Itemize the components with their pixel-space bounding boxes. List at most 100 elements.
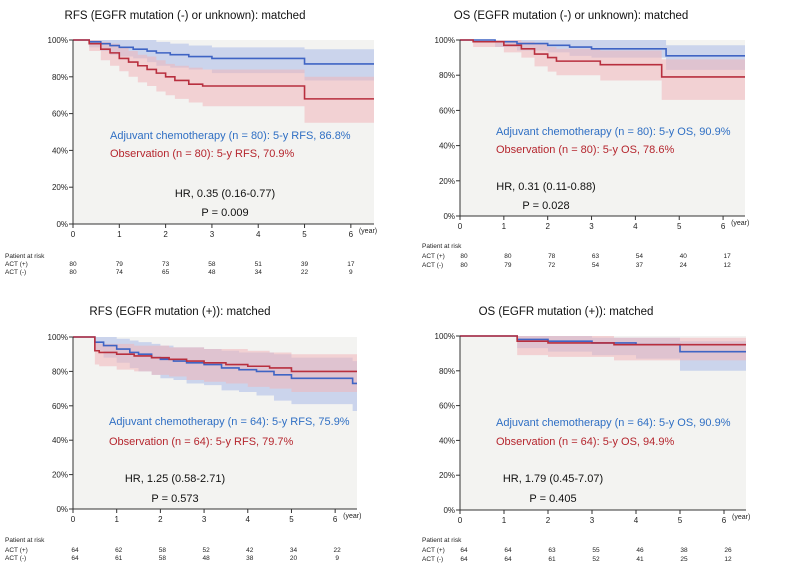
legend-adjuvant: Adjuvant chemotherapy (n = 64): 5-y OS, … — [496, 417, 731, 429]
risk-count-act: 38 — [680, 547, 688, 554]
y-tick-label: 100% — [48, 333, 68, 342]
km-chart: RFS (EGFR mutation (-) or unknown): matc… — [5, 10, 377, 276]
chart-title: OS (EGFR mutation (+)): matched — [479, 306, 654, 318]
y-tick-label: 0% — [443, 506, 455, 515]
risk-count-act: 58 — [159, 547, 167, 554]
risk-count-obs: 48 — [208, 269, 216, 276]
risk-row-label-obs: ACT (-) — [422, 262, 443, 269]
hazard-ratio: HR, 1.79 (0.45-7.07) — [503, 473, 603, 485]
risk-count-obs: 61 — [115, 555, 123, 562]
risk-count-act: 22 — [334, 547, 342, 554]
risk-count-obs: 58 — [159, 555, 167, 562]
risk-row-label-obs: ACT (-) — [422, 556, 443, 563]
chart-title: RFS (EGFR mutation (-) or unknown): matc… — [65, 10, 306, 22]
risk-count-obs: 12 — [723, 262, 731, 269]
risk-row-label-act: ACT (+) — [5, 547, 28, 554]
x-tick-label: 2 — [158, 515, 163, 524]
risk-count-obs: 80 — [460, 262, 468, 269]
risk-count-act: 80 — [504, 253, 512, 260]
risk-row-label-act: ACT (+) — [422, 547, 445, 554]
hazard-ratio: HR, 1.25 (0.58-2.71) — [125, 473, 225, 485]
x-axis-unit: (year) — [359, 228, 377, 235]
risk-count-obs: 34 — [255, 269, 263, 276]
x-tick-label: 4 — [634, 516, 639, 525]
risk-count-obs: 64 — [460, 556, 468, 563]
confidence-band-obs — [73, 40, 374, 123]
hazard-ratio: HR, 0.35 (0.16-0.77) — [175, 188, 275, 200]
y-tick-label: 40% — [52, 146, 68, 155]
x-tick-label: 5 — [289, 515, 294, 524]
risk-count-act: 78 — [548, 253, 556, 260]
risk-table-header: Patient at risk — [422, 243, 462, 250]
x-tick-label: 6 — [721, 222, 726, 231]
y-tick-label: 80% — [52, 73, 68, 82]
y-tick-label: 20% — [439, 471, 455, 480]
x-axis-unit: (year) — [732, 514, 750, 521]
risk-count-act: 63 — [592, 253, 600, 260]
x-tick-label: 1 — [117, 230, 122, 239]
risk-count-act: 34 — [290, 547, 298, 554]
y-tick-label: 40% — [52, 436, 68, 445]
risk-count-act: 73 — [162, 261, 170, 268]
x-tick-label: 0 — [458, 222, 463, 231]
risk-count-obs: 9 — [349, 269, 353, 276]
chart-title: RFS (EGFR mutation (+)): matched — [89, 306, 270, 318]
x-tick-label: 2 — [545, 222, 550, 231]
risk-count-obs: 61 — [548, 556, 556, 563]
legend-observation: Observation (n = 64): 5-y OS, 94.9% — [496, 436, 674, 448]
risk-count-act: 64 — [504, 547, 512, 554]
km-chart: OS (EGFR mutation (+)): matched 0% 20% 40% 6… — [422, 306, 750, 563]
y-tick-label: 60% — [439, 106, 455, 115]
survival-curve-act — [460, 39, 745, 57]
risk-table-header: Patient at risk — [422, 537, 462, 544]
x-tick-label: 0 — [71, 230, 76, 239]
x-tick-label: 0 — [71, 515, 76, 524]
risk-count-act: 80 — [460, 253, 468, 260]
risk-count-obs: 9 — [335, 555, 339, 562]
x-tick-label: 6 — [333, 515, 338, 524]
km-panel-rfs-egfr-negative: RFS (EGFR mutation (-) or unknown): matc… — [0, 0, 396, 290]
risk-count-obs: 79 — [504, 262, 512, 269]
risk-row-label-obs: ACT (-) — [5, 269, 26, 276]
y-tick-label: 20% — [439, 177, 455, 186]
legend-observation: Observation (n = 64): 5-y RFS, 79.7% — [109, 436, 294, 448]
x-tick-label: 6 — [722, 516, 727, 525]
risk-count-obs: 25 — [680, 556, 688, 563]
x-tick-label: 3 — [202, 515, 207, 524]
x-tick-label: 5 — [677, 222, 682, 231]
p-value: P = 0.028 — [522, 200, 569, 212]
legend-observation: Observation (n = 80): 5-y OS, 78.6% — [496, 144, 674, 156]
risk-count-act: 52 — [202, 547, 210, 554]
x-tick-label: 1 — [114, 515, 119, 524]
x-tick-label: 1 — [502, 516, 507, 525]
hazard-ratio: HR, 0.31 (0.11-0.88) — [496, 181, 595, 193]
x-tick-label: 4 — [633, 222, 638, 231]
risk-count-obs: 80 — [69, 269, 77, 276]
survival-curve-obs — [73, 39, 374, 100]
risk-row-label-obs: ACT (-) — [5, 555, 26, 562]
y-tick-label: 20% — [52, 471, 68, 480]
p-value: P = 0.009 — [201, 207, 248, 219]
risk-table-header: Patient at risk — [5, 253, 45, 260]
y-tick-label: 0% — [443, 212, 455, 221]
y-tick-label: 80% — [439, 367, 455, 376]
chart-title: OS (EGFR mutation (-) or unknown): match… — [454, 10, 689, 22]
y-tick-label: 100% — [435, 36, 455, 45]
legend-observation: Observation (n = 80): 5-y RFS, 70.9% — [110, 148, 295, 160]
confidence-band-obs — [460, 40, 745, 100]
y-tick-label: 40% — [439, 436, 455, 445]
risk-table-header: Patient at risk — [5, 537, 45, 544]
risk-count-obs: 20 — [290, 555, 298, 562]
y-tick-label: 60% — [439, 402, 455, 411]
risk-count-obs: 22 — [301, 269, 309, 276]
risk-count-obs: 54 — [592, 262, 600, 269]
risk-count-act: 64 — [460, 547, 468, 554]
risk-count-act: 80 — [69, 261, 77, 268]
x-tick-label: 3 — [210, 230, 215, 239]
risk-count-act: 64 — [71, 547, 79, 554]
x-tick-label: 3 — [589, 222, 594, 231]
x-axis-unit: (year) — [731, 220, 749, 227]
x-tick-label: 4 — [246, 515, 251, 524]
risk-count-obs: 41 — [636, 556, 644, 563]
x-tick-label: 5 — [302, 230, 307, 239]
